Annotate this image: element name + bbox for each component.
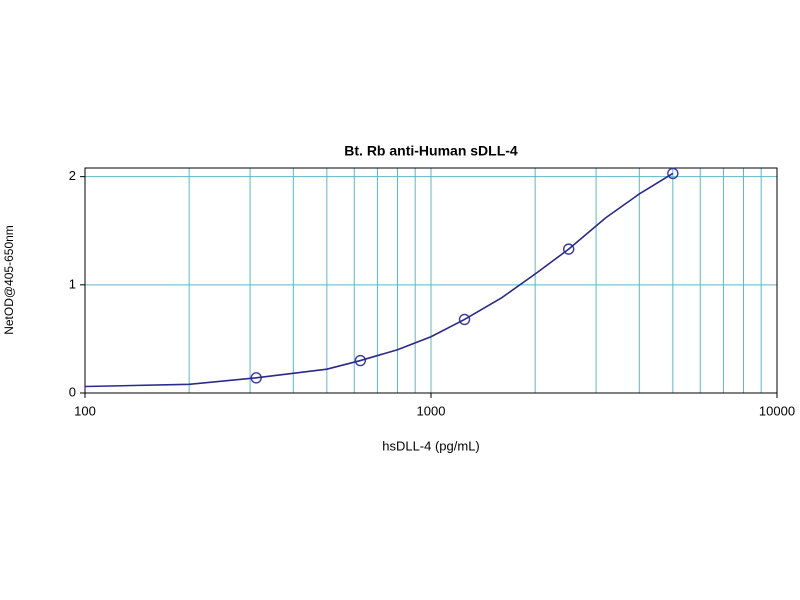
plot-frame — [84, 167, 778, 394]
y-tick-label: 0 — [69, 384, 76, 399]
fit-curve — [84, 172, 674, 388]
data-point — [354, 354, 367, 367]
chart-title: Bt. Rb anti-Human sDLL-4 — [344, 143, 518, 159]
y-tick-label: 2 — [69, 168, 76, 183]
y-tick-label: 1 — [69, 276, 76, 291]
x-tick-label: 100 — [74, 403, 96, 418]
data-point — [562, 243, 575, 255]
y-axis-label: NetOD@405-650nm — [2, 225, 16, 335]
x-tick-label: 10000 — [759, 403, 795, 418]
x-tick-label: 1000 — [417, 403, 446, 418]
data-point — [458, 313, 471, 326]
data-point — [667, 167, 679, 180]
x-axis-label: hsDLL-4 (pg/mL) — [382, 438, 480, 453]
